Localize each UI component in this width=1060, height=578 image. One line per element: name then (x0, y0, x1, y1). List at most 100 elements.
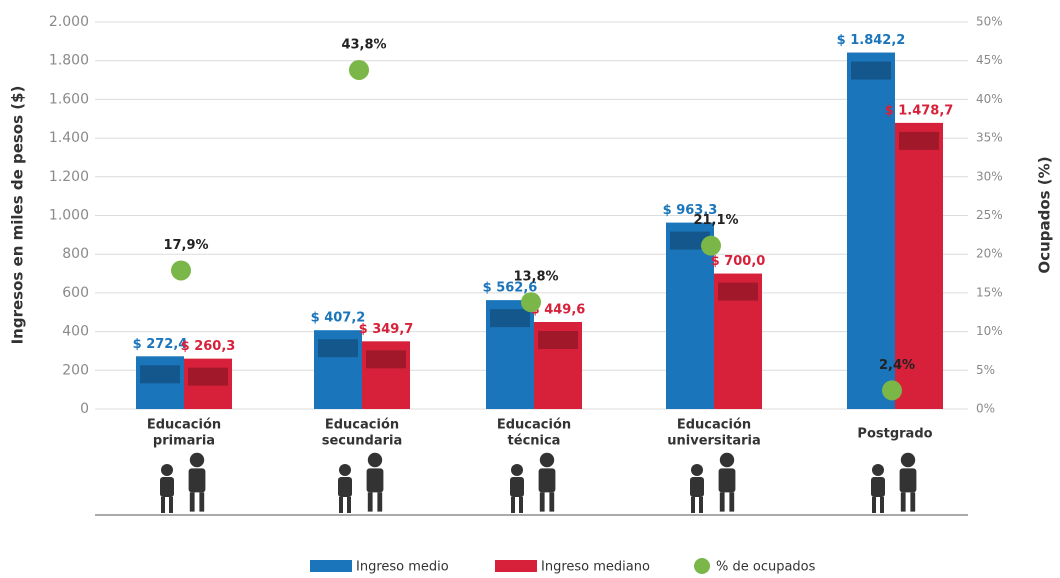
y-axis-title: Ingresos en miles de pesos ($) (9, 86, 27, 345)
x-tick-label: secundaria (322, 434, 403, 449)
x-tick-label: Educación (147, 418, 221, 433)
point (349, 60, 369, 80)
icon (368, 492, 373, 511)
icon (540, 453, 554, 467)
y-tick-label: 1.200 (49, 169, 89, 185)
x-tick-label: Educación (677, 418, 751, 433)
bar-icon (899, 132, 939, 150)
point (521, 292, 541, 312)
data-label: $ 260,3 (181, 339, 236, 354)
icon (549, 492, 554, 511)
bar-icon (851, 62, 891, 80)
point (882, 380, 902, 400)
legend-label: Ingreso medio (356, 560, 449, 575)
x-tick-label: Educación (497, 418, 571, 433)
icon (540, 492, 545, 511)
data-label: $ 349,7 (359, 322, 414, 337)
legend-label: % de ocupados (716, 560, 816, 575)
data-label: 43,8% (341, 37, 386, 52)
icon (199, 492, 204, 511)
icon (190, 453, 204, 467)
legend-swatch (694, 558, 710, 574)
icon (161, 497, 165, 513)
x-tick-label: técnica (508, 434, 561, 449)
y-tick-label: 0 (80, 401, 89, 417)
y2-tick-label: 20% (976, 247, 1003, 261)
y-tick-label: 1.000 (49, 208, 89, 224)
icon (169, 497, 173, 513)
data-label: $ 272,4 (133, 337, 188, 352)
x-tick-label: primaria (153, 434, 215, 449)
bar-icon (188, 368, 228, 386)
bar-icon (538, 331, 578, 349)
y2-tick-label: 50% (976, 15, 1003, 29)
y-tick-label: 200 (62, 362, 89, 378)
icon (900, 468, 917, 492)
icon (720, 453, 734, 467)
y2-tick-label: 30% (976, 169, 1003, 183)
icon (160, 477, 174, 497)
icon (691, 464, 703, 476)
bar-icon (366, 350, 406, 368)
legend-swatch (495, 560, 537, 572)
x-tick-label: Postgrado (857, 427, 932, 442)
y2-tick-label: 5% (976, 363, 995, 377)
icon (339, 464, 351, 476)
y2-tick-label: 15% (976, 285, 1003, 299)
y-tick-label: 400 (62, 324, 89, 340)
data-label: 21,1% (693, 213, 738, 228)
icon (511, 497, 515, 513)
bar-icon (718, 283, 758, 301)
icon (871, 477, 885, 497)
data-label: $ 1.478,7 (885, 103, 954, 118)
icon (368, 453, 382, 467)
icon (338, 477, 352, 497)
data-label: $ 1.842,2 (837, 33, 906, 48)
icon (719, 468, 736, 492)
bar-icon (318, 339, 358, 357)
point (171, 260, 191, 280)
icon (519, 497, 523, 513)
data-label: 13,8% (513, 270, 558, 285)
icon (510, 477, 524, 497)
y-tick-label: 800 (62, 246, 89, 262)
icon (720, 492, 725, 511)
icon (367, 468, 384, 492)
x-tick-label: universitaria (667, 434, 761, 449)
chart: Ingresos en miles de pesos ($) Ocupados … (0, 0, 1060, 578)
y2-tick-label: 35% (976, 131, 1003, 145)
legend-swatch (310, 560, 352, 572)
icon (872, 464, 884, 476)
icon (691, 497, 695, 513)
icon (690, 477, 704, 497)
y2-tick-label: 25% (976, 208, 1003, 222)
bar-icon (140, 365, 180, 383)
y-tick-label: 1.800 (49, 53, 89, 69)
point (701, 236, 721, 256)
y2-tick-label: 45% (976, 53, 1003, 67)
bar-icon (490, 309, 530, 327)
y2-tick-label: 40% (976, 92, 1003, 106)
icon (872, 497, 876, 513)
y-tick-label: 1.600 (49, 91, 89, 107)
y2-axis-title: Ocupados (%) (1036, 156, 1054, 273)
legend-label: Ingreso mediano (541, 560, 650, 575)
data-label: 17,9% (163, 238, 208, 253)
x-tick-label: Educación (325, 418, 399, 433)
icon (377, 492, 382, 511)
y2-tick-label: 0% (976, 402, 995, 416)
icon (347, 497, 351, 513)
icon (511, 464, 523, 476)
y-tick-label: 600 (62, 285, 89, 301)
icon (699, 497, 703, 513)
icon (189, 468, 206, 492)
icon (539, 468, 556, 492)
icon (729, 492, 734, 511)
icon (190, 492, 195, 511)
y-tick-label: 2.000 (49, 14, 89, 30)
icon (901, 492, 906, 511)
icon (901, 453, 915, 467)
data-label: $ 700,0 (711, 254, 766, 269)
y2-tick-label: 10% (976, 324, 1003, 338)
icon (910, 492, 915, 511)
